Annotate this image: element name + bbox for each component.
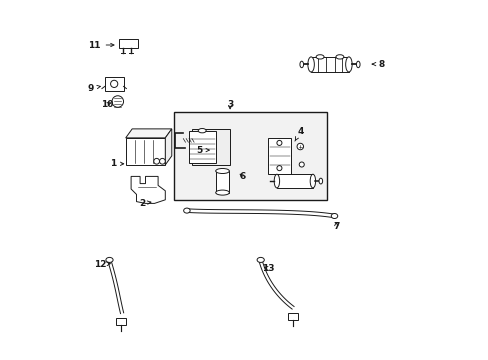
- Circle shape: [276, 140, 282, 145]
- Text: 7: 7: [332, 222, 339, 231]
- Circle shape: [159, 158, 165, 164]
- Ellipse shape: [335, 55, 343, 59]
- Ellipse shape: [307, 57, 314, 72]
- Ellipse shape: [215, 190, 229, 195]
- Polygon shape: [131, 176, 165, 203]
- Text: 12: 12: [94, 260, 110, 269]
- Text: 3: 3: [226, 100, 233, 109]
- Ellipse shape: [330, 213, 337, 219]
- Ellipse shape: [215, 168, 229, 174]
- Circle shape: [276, 166, 282, 171]
- Ellipse shape: [316, 55, 324, 59]
- Text: 5: 5: [196, 145, 209, 155]
- Bar: [267, 138, 291, 174]
- Circle shape: [110, 80, 118, 87]
- Circle shape: [299, 162, 304, 167]
- Ellipse shape: [309, 174, 315, 188]
- Bar: [215, 171, 229, 193]
- Text: 8: 8: [371, 60, 384, 69]
- Text: 6: 6: [239, 172, 245, 181]
- Ellipse shape: [274, 174, 279, 188]
- Bar: [119, 39, 138, 48]
- Text: 2: 2: [139, 199, 151, 208]
- Circle shape: [153, 158, 159, 164]
- Bar: [276, 174, 312, 188]
- Bar: [310, 57, 348, 72]
- Ellipse shape: [356, 61, 359, 68]
- Text: 10: 10: [101, 100, 113, 109]
- Text: 4: 4: [294, 127, 303, 141]
- Text: 11: 11: [88, 40, 114, 49]
- Ellipse shape: [299, 61, 303, 68]
- Bar: [104, 77, 123, 91]
- Ellipse shape: [183, 208, 190, 213]
- Circle shape: [112, 96, 123, 107]
- Polygon shape: [125, 129, 171, 138]
- Ellipse shape: [257, 257, 264, 262]
- Ellipse shape: [345, 57, 351, 72]
- Bar: [116, 318, 126, 325]
- Text: 1: 1: [110, 159, 123, 168]
- Ellipse shape: [106, 257, 113, 262]
- Bar: [174, 112, 326, 200]
- Bar: [288, 313, 298, 320]
- Text: 13: 13: [261, 264, 274, 273]
- Bar: [192, 129, 230, 165]
- Ellipse shape: [318, 178, 322, 184]
- Ellipse shape: [198, 129, 206, 133]
- Polygon shape: [165, 129, 171, 165]
- Bar: [125, 138, 165, 165]
- Bar: [188, 131, 215, 163]
- Text: 9: 9: [87, 84, 100, 93]
- Circle shape: [296, 143, 303, 150]
